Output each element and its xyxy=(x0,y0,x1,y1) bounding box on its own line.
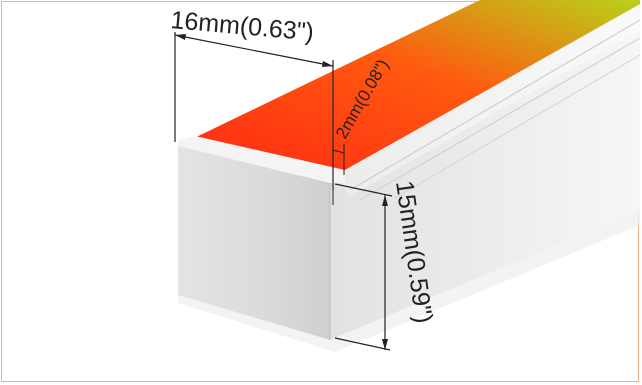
height-ext-top xyxy=(334,183,393,197)
groove-dim-line xyxy=(332,149,345,154)
profile-top-lip xyxy=(178,136,345,183)
rail-edge-1 xyxy=(349,19,641,191)
diffuser-top-surface xyxy=(190,0,640,170)
height-ext-bottom xyxy=(334,337,391,351)
profile-rail xyxy=(335,5,640,196)
width-arrow-right xyxy=(322,61,333,67)
rail-edge-3 xyxy=(394,54,641,199)
height-arrow-bottom xyxy=(382,339,388,350)
rail-edge-2 xyxy=(359,37,641,201)
profile-front-face xyxy=(178,146,330,340)
width-label: 16mm(0.63") xyxy=(169,6,315,46)
width-arrow-left xyxy=(175,34,186,40)
width-dim-line xyxy=(174,34,334,67)
height-arrow-top xyxy=(382,195,388,206)
profile-side-face xyxy=(330,0,640,340)
